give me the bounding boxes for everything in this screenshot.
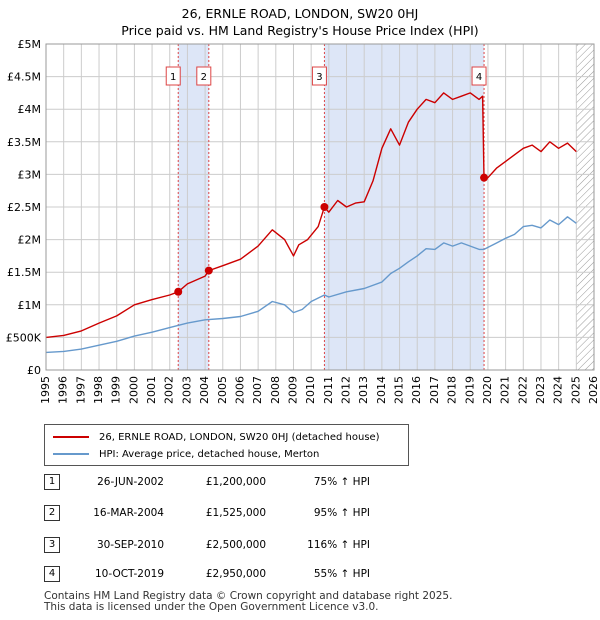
transaction-number: 3 xyxy=(44,537,60,553)
x-tick-label: 2025 xyxy=(569,376,582,404)
sale-marker-label: 4 xyxy=(476,72,482,83)
x-tick-label: 2014 xyxy=(375,376,388,404)
x-tick-label: 2013 xyxy=(357,376,370,404)
x-tick-label: 2017 xyxy=(428,376,441,404)
legend-label-property: 26, ERNLE ROAD, LONDON, SW20 0HJ (detach… xyxy=(99,431,380,443)
x-tick-label: 2009 xyxy=(286,376,299,404)
sale-marker-box xyxy=(471,66,487,86)
y-tick-label: £1.5M xyxy=(7,266,41,279)
transaction-row: 3 30-SEP-2010 £2,500,000 116% ↑ HPI xyxy=(0,537,600,555)
x-tick-label: 2016 xyxy=(410,376,423,404)
x-tick-label: 2004 xyxy=(198,376,211,404)
legend-swatch-hpi xyxy=(53,453,89,455)
sale-point xyxy=(480,173,489,182)
legend-swatch-property xyxy=(53,436,89,438)
transaction-row: 2 16-MAR-2004 £1,525,000 95% ↑ HPI xyxy=(0,505,600,523)
transaction-number: 4 xyxy=(44,566,60,582)
x-tick-label: 1995 xyxy=(39,376,52,404)
transaction-price: £2,500,000 xyxy=(205,539,266,551)
y-tick-label: £4.5M xyxy=(7,71,41,84)
x-tick-label: 2018 xyxy=(446,376,459,404)
y-tick-label: £4M xyxy=(18,103,42,116)
x-tick-label: 2023 xyxy=(534,376,547,404)
sale-marker-box xyxy=(196,66,212,86)
footer-licence: This data is licensed under the Open Gov… xyxy=(44,601,379,613)
y-tick-label: £500K xyxy=(6,331,42,344)
transaction-date: 10-OCT-2019 xyxy=(95,568,164,580)
chart-title-address: 26, ERNLE ROAD, LONDON, SW20 0HJ xyxy=(181,6,419,21)
plot-frame xyxy=(45,43,595,371)
y-tick-label: £3M xyxy=(18,168,42,181)
y-tick-label: £3.5M xyxy=(7,136,41,149)
transaction-price: £1,525,000 xyxy=(205,507,266,519)
sale-marker-label: 1 xyxy=(170,72,176,83)
x-tick-label: 2003 xyxy=(180,376,193,404)
legend-item-property: 26, ERNLE ROAD, LONDON, SW20 0HJ (detach… xyxy=(53,430,380,444)
price-chart: 1 2 3 4 £0 £500K £1M £1.5M £2M £2.5M £3M £3.5M £4M £… xyxy=(6,38,600,404)
y-tick-label: £1M xyxy=(18,299,42,312)
hpi-line xyxy=(45,216,577,354)
sale-point xyxy=(204,266,213,275)
sale-marker-box xyxy=(165,66,181,86)
legend: 26, ERNLE ROAD, LONDON, SW20 0HJ (detach… xyxy=(44,424,409,466)
transaction-row: 1 26-JUN-2002 £1,200,000 75% ↑ HPI xyxy=(0,474,600,492)
sale-marker-label: 2 xyxy=(201,72,207,83)
footer: Contains HM Land Registry data © Crown c… xyxy=(44,591,452,613)
x-tick-label: 2007 xyxy=(251,376,264,404)
x-tick-label: 2021 xyxy=(499,376,512,404)
transaction-hpi: 116% ↑ HPI xyxy=(307,539,370,551)
transaction-date: 26-JUN-2002 xyxy=(97,476,164,488)
x-tick-label: 2008 xyxy=(269,376,282,404)
legend-label-hpi: HPI: Average price, detached house, Mert… xyxy=(99,448,320,460)
x-tick-label: 2015 xyxy=(393,376,406,404)
y-tick-label: £2.5M xyxy=(7,201,41,214)
x-tick-label: 2005 xyxy=(216,376,229,404)
y-tick-label: £0 xyxy=(27,364,41,377)
sale-marker-box xyxy=(311,66,327,86)
sale-point xyxy=(174,287,183,296)
legend-item-hpi: HPI: Average price, detached house, Mert… xyxy=(53,447,319,461)
x-tick-label: 2002 xyxy=(163,376,176,404)
transaction-row: 4 10-OCT-2019 £2,950,000 55% ↑ HPI xyxy=(0,566,600,584)
x-tick-label: 2001 xyxy=(145,376,158,404)
y-tick-label: £2M xyxy=(18,234,42,247)
transaction-number: 2 xyxy=(44,505,60,521)
x-tick-label: 2011 xyxy=(322,376,335,404)
transaction-date: 16-MAR-2004 xyxy=(93,507,164,519)
footer-copyright: Contains HM Land Registry data © Crown c… xyxy=(44,590,453,602)
x-tick-label: 2024 xyxy=(552,376,565,404)
chart-subtitle: Price paid vs. HM Land Registry's House … xyxy=(121,23,479,38)
x-tick-label: 2006 xyxy=(233,376,246,404)
x-tick-label: 1998 xyxy=(92,376,105,404)
transaction-hpi: 75% ↑ HPI xyxy=(313,476,370,488)
y-tick-label: £5M xyxy=(18,38,42,51)
transaction-price: £1,200,000 xyxy=(205,476,266,488)
transaction-number: 1 xyxy=(44,474,60,490)
x-tick-label: 2020 xyxy=(481,376,494,404)
x-tick-label: 2000 xyxy=(127,376,140,404)
transaction-hpi: 55% ↑ HPI xyxy=(313,568,370,580)
x-tick-label: 2012 xyxy=(340,376,353,404)
transaction-hpi: 95% ↑ HPI xyxy=(313,507,370,519)
property-price-line xyxy=(45,92,577,339)
x-tick-label: 2022 xyxy=(516,376,529,404)
transaction-date: 30-SEP-2010 xyxy=(96,539,164,551)
x-tick-label: 1997 xyxy=(74,376,87,404)
sale-point xyxy=(320,203,329,211)
x-tick-label: 2019 xyxy=(463,376,476,404)
transaction-price: £2,950,000 xyxy=(205,568,266,580)
x-tick-label: 1996 xyxy=(57,376,70,404)
sale-marker-label: 3 xyxy=(316,72,322,83)
x-tick-label: 2026 xyxy=(587,376,600,404)
x-tick-label: 2010 xyxy=(304,376,317,404)
x-tick-label: 1999 xyxy=(110,376,123,404)
